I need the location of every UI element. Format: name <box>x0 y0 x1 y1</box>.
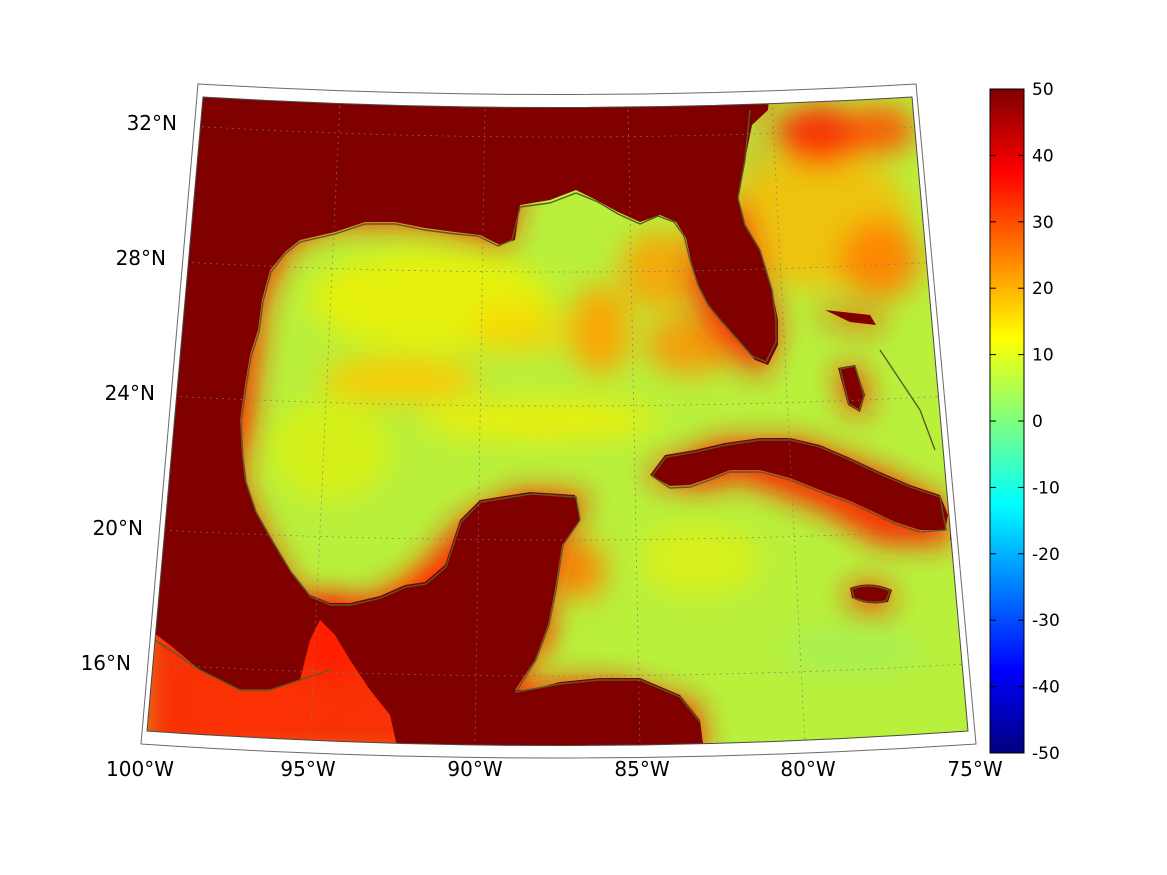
latitude-label: 20°N <box>93 516 143 540</box>
map-frame <box>146 96 969 746</box>
land-cuba <box>650 438 948 530</box>
map-field <box>147 97 968 746</box>
longitude-label: 85°W <box>614 757 669 781</box>
coastline-layer <box>154 109 947 723</box>
colorbar-tick-label: 40 <box>1032 146 1054 166</box>
colorbar-tick-label: 10 <box>1032 346 1054 366</box>
colorbar-tick-label: 30 <box>1032 213 1054 233</box>
latitude-labels: 32°N 28°N 24°N 20°N 16°N <box>81 111 177 675</box>
colorbar-tick-label: 50 <box>1032 80 1054 100</box>
land-bahamas-north <box>825 310 876 325</box>
map-outer-frame <box>140 83 977 759</box>
longitude-label: 90°W <box>447 757 502 781</box>
longitude-label: 80°W <box>780 757 835 781</box>
colorbar-tick-label: -10 <box>1032 478 1060 498</box>
colorbar-tick-label: -50 <box>1032 744 1060 764</box>
land-jamaica <box>850 584 892 604</box>
longitude-label: 100°W <box>106 757 174 781</box>
colorbar-tick-label: 20 <box>1032 279 1054 299</box>
latitude-label: 16°N <box>81 651 131 675</box>
latitude-label: 28°N <box>116 246 166 270</box>
land-north-america <box>147 97 778 746</box>
latitude-label: 24°N <box>105 381 155 405</box>
graticule <box>149 99 967 746</box>
latitude-label: 32°N <box>127 111 177 135</box>
longitude-labels: 100°W 95°W 90°W 85°W 80°W 75°W <box>106 757 1003 781</box>
colorbar: 50 40 30 20 10 0 -10 -20 -30 -40 -50 <box>989 80 1060 764</box>
colorbar-tick-label: 0 <box>1032 412 1043 432</box>
colorbar-ticks: 50 40 30 20 10 0 -10 -20 -30 -40 -50 <box>990 80 1060 764</box>
longitude-label: 95°W <box>280 757 335 781</box>
colorbar-tick-label: -30 <box>1032 611 1060 631</box>
colorbar-tick-label: -20 <box>1032 545 1060 565</box>
longitude-label: 75°W <box>947 757 1002 781</box>
colorbar-tick-label: -40 <box>1032 678 1060 698</box>
